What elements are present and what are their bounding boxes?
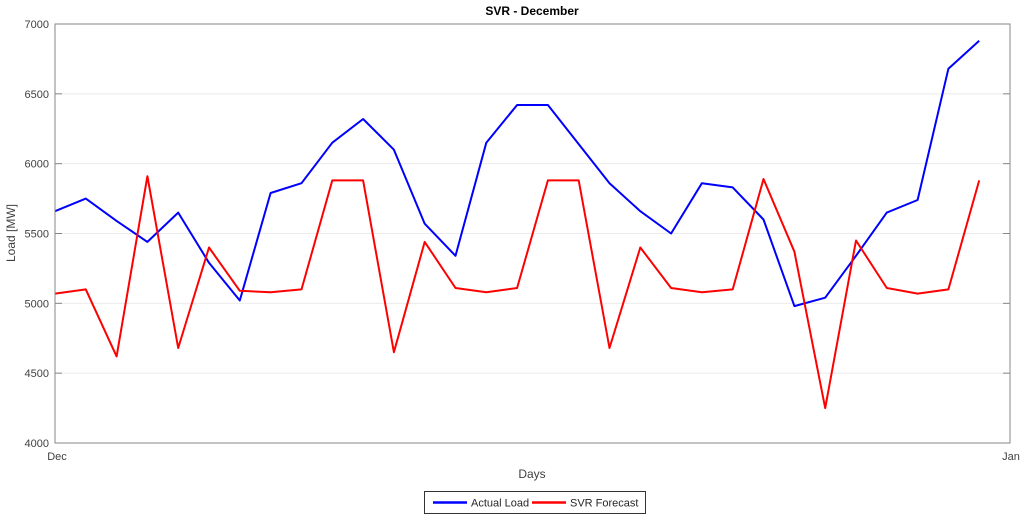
axis-ticks [54,23,1011,444]
chart-title: SVR - December [485,4,579,18]
y-tick-label: 5500 [25,229,49,241]
legend-label: SVR Forecast [570,498,638,510]
y-tick-label: 6000 [25,159,49,171]
y-tick-label: 7000 [25,19,49,31]
x-tick-label-jan: Jan [1002,451,1020,463]
y-tick-label: 4500 [25,368,49,380]
x-tick-label-dec: Dec [47,451,67,463]
legend: Actual Load SVR Forecast [424,491,646,514]
actual-load-line [54,40,980,308]
y-tick-label: 6500 [25,89,49,101]
y-axis-label: Load [MW] [4,204,18,262]
svr-forecast-line [54,175,981,410]
y-tick-label: 5000 [25,298,49,310]
data-series [54,40,981,410]
legend-label: Actual Load [471,498,529,510]
y-tick-label: 4000 [25,438,49,450]
x-axis-label: Days [518,467,545,481]
y-axis-tick-labels: 4000 4500 5000 5500 6000 6500 7000 [25,19,49,450]
